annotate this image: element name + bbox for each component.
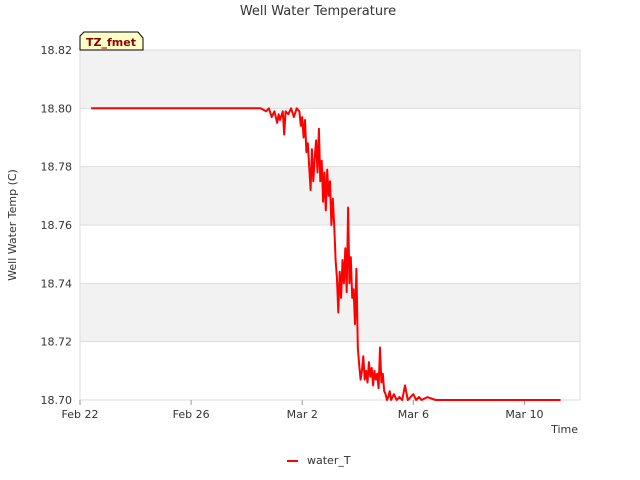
y-axis-label: Well Water Temp (C) [6,169,19,281]
x-axis-label: Time [550,423,578,436]
legend[interactable]: water_T [287,454,351,467]
series-group [91,107,561,401]
plot-band [80,225,580,284]
x-tick-label: Mar 10 [505,408,543,421]
plot-band [80,283,580,342]
x-tick-label: Mar 6 [398,408,429,421]
y-axis-ticks: 18.70 18.72 18.74 18.76 18.78 18.80 18.82 [41,44,580,407]
y-tick-label: 18.82 [41,44,73,57]
tz-badge: TZ_fmet [79,31,144,51]
plot-band [80,108,580,167]
legend-label[interactable]: water_T [307,454,351,467]
y-tick-label: 18.74 [41,277,73,290]
tz-badge-text: TZ_fmet [86,36,136,49]
x-tick-label: Mar 2 [287,408,318,421]
y-tick-label: 18.72 [41,336,73,349]
y-tick-label: 18.78 [41,161,73,174]
x-tick-label: Feb 22 [62,408,99,421]
tz-badge-box [79,31,144,51]
chart-title: Well Water Temperature [240,4,396,19]
plot-bands [80,50,580,400]
plot-band [80,341,580,400]
y-tick-label: 18.70 [41,394,73,407]
y-tick-label: 18.80 [41,102,73,115]
x-axis-ticks: Feb 22 Feb 26 Mar 2 Mar 6 Mar 10 [62,400,544,421]
plot-band [80,50,580,109]
series-line-water_T [91,107,561,401]
y-tick-label: 18.76 [41,219,73,232]
x-tick-label: Feb 26 [173,408,210,421]
